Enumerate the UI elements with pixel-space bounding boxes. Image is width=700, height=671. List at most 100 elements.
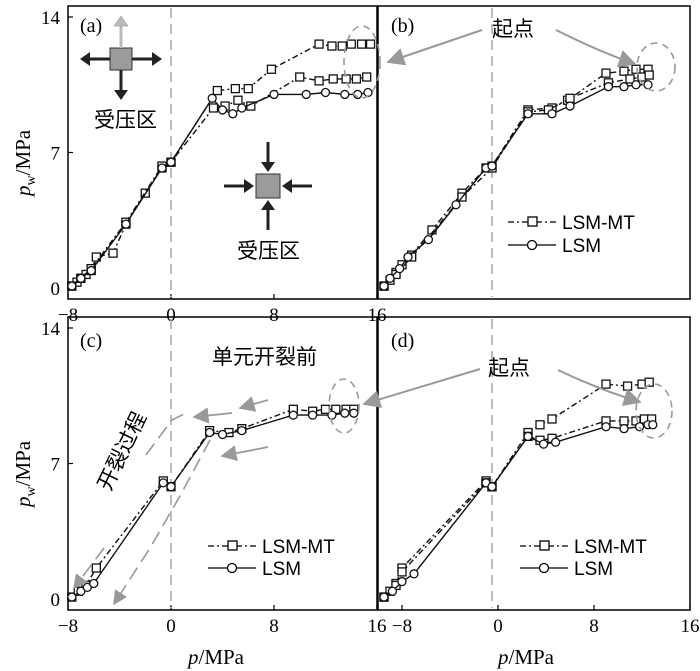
panel-b-series-0-point-12 <box>601 68 611 78</box>
start-point-arrow-to-d <box>557 369 642 406</box>
panel-a-series-0-point-11 <box>212 85 223 96</box>
compression-zone-label-2: 受压区 <box>237 239 300 263</box>
panel-c-series-1-point-4 <box>158 478 168 488</box>
panel-a-series-0-point-6 <box>108 248 118 258</box>
cracking-arrow-3 <box>220 445 269 462</box>
cracking-path-lower <box>73 547 105 590</box>
cracking-path-right <box>113 439 211 606</box>
tension-compression-schematic <box>80 15 162 100</box>
panel-b-series-2-point-3 <box>403 252 413 262</box>
panel-c-y-tick-label: 0 <box>51 590 61 611</box>
panel-b-label: (b) <box>391 15 414 37</box>
panel-b-series-2-point-14 <box>643 80 653 90</box>
panel-c-y-tick-label: 14 <box>41 319 61 340</box>
panel-b-series-2-point-7 <box>487 161 497 171</box>
panel-d-series-0-point-8 <box>547 414 557 424</box>
start-point-highlight-a <box>343 25 381 99</box>
panel-a-series-0-point-17 <box>337 41 347 51</box>
panel-d-series-2-point-2 <box>397 576 407 587</box>
panel-b-series-2-point-0 <box>379 281 389 291</box>
panel-a-x-tick-label: 0 <box>166 305 176 326</box>
panel-c-y-tick-label: 7 <box>51 455 61 476</box>
panel-c-series-0-line <box>71 408 354 598</box>
panel-d-series-2-point-5 <box>487 482 497 492</box>
panel-c-series-1-point-0 <box>67 592 77 602</box>
panel-d-frame <box>377 316 691 611</box>
panel-b-series-2-point-13 <box>631 80 641 90</box>
cracking-arrow-2 <box>238 396 269 412</box>
panel-a-series-2-point-13 <box>340 89 350 100</box>
legend-b-item-lsm: LSM <box>562 236 601 257</box>
panel-b-series-0-point-13 <box>619 66 629 76</box>
panel-d-series-1-point-9 <box>619 416 629 426</box>
panel-a-x-tick-label: 16 <box>368 305 387 326</box>
panel-c-series-1-point-7 <box>217 429 228 440</box>
panel-b-series-1-line <box>383 74 650 287</box>
panel-b-series-2-point-10 <box>565 101 575 111</box>
panel-a-series-2-point-8 <box>228 109 238 119</box>
panel-a-series-1-line <box>71 76 367 287</box>
panel-b-series-2-point-2 <box>394 263 405 274</box>
panel-b-series-1-point-11 <box>644 70 654 80</box>
before-cracking-label: 单元开裂前 <box>212 345 317 369</box>
start-point-highlight-b <box>636 42 676 92</box>
panel-c-x-tick-label: 8 <box>269 616 279 637</box>
panel-b-series-0-point-14 <box>631 64 641 74</box>
panel-c-series-1-point-8 <box>237 425 247 436</box>
x-axis-label-left: p/MPa <box>186 645 245 669</box>
panel-b-series-1-point-7 <box>565 93 575 103</box>
cracking-arrow-1 <box>192 407 233 424</box>
legend-d-item-lsm: LSM <box>574 559 613 580</box>
panel-a-series-1-point-6 <box>208 103 219 113</box>
panel-a-series-1-point-13 <box>341 74 351 84</box>
panel-a-y-tick-label: 7 <box>51 144 61 165</box>
panel-d-series-0-point-12 <box>644 377 654 387</box>
panel-a-series-0-point-16 <box>327 41 337 51</box>
panel-a-series-2-point-4 <box>157 163 167 173</box>
panel-b-series-2-point-1 <box>385 273 395 283</box>
panel-d-series-2-point-13 <box>648 420 658 430</box>
panel-c-x-tick-label: −8 <box>58 616 78 637</box>
panel-a-series-2-point-3 <box>121 219 131 229</box>
panel-a-series-1-point-14 <box>351 74 362 84</box>
panel-b-series-2-point-8 <box>523 109 533 119</box>
panel-a-series-2-point-10 <box>269 89 279 100</box>
panel-d-series-2-point-7 <box>538 439 549 449</box>
panel-a-series-1-point-12 <box>328 74 338 84</box>
compression-zone-label-1: 受压区 <box>94 108 157 132</box>
panel-c-series-1-point-11 <box>327 410 337 420</box>
panel-a-series-2-point-9 <box>237 103 247 113</box>
start-point-arrow-to-a <box>386 29 483 66</box>
panel-d-x-tick-label: 8 <box>589 616 599 637</box>
panel-b-series-2-point-9 <box>547 109 557 119</box>
start-point-highlight-c <box>328 378 360 434</box>
legend-c-item-lsm: LSM <box>262 559 301 580</box>
panel-d-series-0-point-7 <box>535 420 545 430</box>
panel-d-label: (d) <box>391 330 414 352</box>
reference-line-layer <box>170 8 493 608</box>
y-axis-label-top: pw/MPa <box>11 129 39 198</box>
panel-a-series-2-point-0 <box>67 281 77 291</box>
legend-d-item-lsm-mt: LSM-MT <box>574 537 647 558</box>
start-point-arrow-to-c <box>362 368 481 408</box>
panel-a-series-2-point-6 <box>207 93 217 103</box>
panel-a-series-1-point-8 <box>233 95 243 105</box>
panel-a-series-0-point-12 <box>230 83 241 94</box>
panel-a-series-2-point-1 <box>76 273 86 283</box>
panel-b-series-0-line <box>383 68 648 287</box>
panel-a-series-0-point-20 <box>365 39 376 49</box>
panel-a-y-tick-label: 14 <box>41 8 61 29</box>
panel-d-series-2-point-3 <box>409 569 419 579</box>
panel-a-y-tick-label: 0 <box>51 279 61 300</box>
panel-c-series-1-point-13 <box>349 408 359 418</box>
panel-a-series-0-point-18 <box>346 39 356 49</box>
panel-c-series-1-point-9 <box>288 410 298 420</box>
cracking-process-label: 开裂过程 <box>93 408 151 494</box>
panel-a-series-2-point-12 <box>320 87 331 98</box>
panel-d-series-1-point-2 <box>397 567 407 577</box>
start-point-highlight-d <box>635 383 673 439</box>
panel-a-series-1-point-10 <box>295 72 305 82</box>
panel-b-series-2-point-5 <box>451 200 461 210</box>
legend-d: LSM-MT LSM <box>520 537 647 580</box>
